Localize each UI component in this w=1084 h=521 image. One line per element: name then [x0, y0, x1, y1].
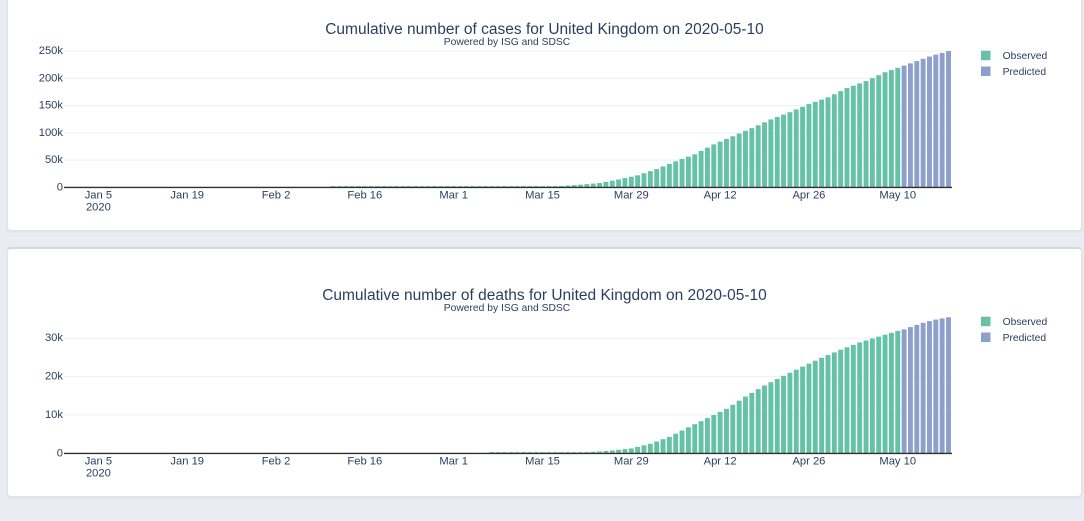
svg-text:Apr 26: Apr 26: [792, 455, 825, 467]
svg-text:30k: 30k: [45, 332, 63, 344]
svg-text:Mar 15: Mar 15: [525, 455, 560, 467]
svg-text:May 10: May 10: [879, 455, 916, 467]
svg-text:Observed: Observed: [1003, 317, 1048, 328]
svg-text:Cumulative number of deaths fo: Cumulative number of deaths for United K…: [322, 287, 767, 304]
svg-text:Predicted: Predicted: [1003, 333, 1047, 344]
svg-text:Jan 19: Jan 19: [170, 455, 204, 467]
svg-text:Predicted: Predicted: [1003, 67, 1047, 78]
svg-text:250k: 250k: [39, 45, 64, 57]
svg-text:0: 0: [57, 181, 63, 193]
svg-text:2020: 2020: [86, 467, 111, 479]
svg-text:Jan 5: Jan 5: [85, 189, 112, 201]
svg-text:Apr 26: Apr 26: [792, 189, 825, 201]
svg-text:Feb 2: Feb 2: [262, 189, 291, 201]
svg-text:Feb 2: Feb 2: [262, 455, 291, 467]
svg-text:Feb 16: Feb 16: [347, 189, 382, 201]
svg-text:Mar 1: Mar 1: [439, 189, 468, 201]
svg-text:Powered by ISG and SDSC: Powered by ISG and SDSC: [444, 37, 571, 48]
svg-text:Apr 12: Apr 12: [704, 189, 737, 201]
svg-text:Mar 15: Mar 15: [525, 189, 560, 201]
svg-text:Cumulative number of cases for: Cumulative number of cases for United Ki…: [325, 21, 764, 38]
svg-text:200k: 200k: [39, 72, 64, 84]
svg-text:0: 0: [57, 447, 63, 459]
svg-text:Feb 16: Feb 16: [347, 455, 382, 467]
svg-text:150k: 150k: [39, 100, 64, 112]
svg-text:10k: 10k: [45, 409, 63, 421]
svg-text:May 10: May 10: [879, 189, 916, 201]
svg-text:Mar 29: Mar 29: [614, 189, 649, 201]
svg-text:Observed: Observed: [1003, 51, 1048, 62]
svg-text:20k: 20k: [45, 371, 63, 383]
svg-text:2020: 2020: [86, 201, 111, 213]
svg-text:Apr 12: Apr 12: [704, 455, 737, 467]
svg-text:Mar 29: Mar 29: [614, 455, 649, 467]
svg-text:Jan 5: Jan 5: [85, 455, 112, 467]
svg-text:50k: 50k: [45, 154, 63, 166]
svg-text:Jan 19: Jan 19: [170, 189, 204, 201]
svg-text:100k: 100k: [39, 127, 64, 139]
svg-text:Mar 1: Mar 1: [439, 455, 468, 467]
svg-text:Powered by ISG and SDSC: Powered by ISG and SDSC: [444, 303, 571, 314]
